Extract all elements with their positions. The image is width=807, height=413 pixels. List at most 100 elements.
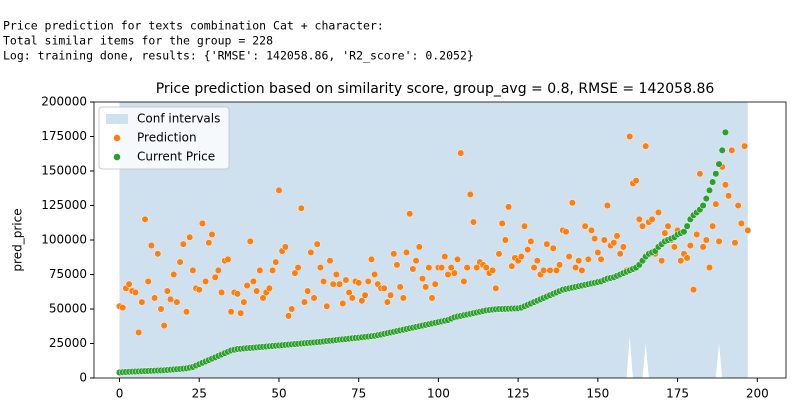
point — [265, 284, 273, 292]
legend-swatch — [106, 114, 128, 124]
point — [371, 270, 379, 279]
point — [725, 192, 733, 200]
point — [696, 170, 704, 178]
point — [399, 294, 407, 302]
point — [390, 250, 398, 258]
point — [412, 257, 420, 265]
point — [520, 222, 529, 230]
point — [202, 277, 210, 285]
point — [396, 283, 404, 291]
point — [246, 237, 254, 245]
point — [699, 201, 707, 210]
point — [211, 273, 219, 281]
point — [189, 266, 197, 274]
point — [683, 222, 691, 230]
point — [361, 291, 369, 299]
point — [182, 308, 191, 316]
point — [380, 284, 388, 292]
output-line: Price prediction for texts combination C… — [3, 19, 384, 33]
point — [489, 266, 497, 274]
point — [154, 250, 162, 258]
y-tick-label: 175000 — [41, 129, 87, 143]
point — [387, 291, 395, 299]
point — [632, 177, 640, 185]
point — [163, 287, 171, 295]
point — [635, 215, 643, 223]
point — [740, 142, 749, 150]
point — [712, 170, 720, 178]
point — [281, 243, 289, 251]
point — [450, 269, 458, 277]
point — [575, 257, 583, 265]
point — [533, 257, 541, 265]
point — [147, 241, 155, 250]
point — [367, 255, 375, 263]
point — [294, 264, 302, 272]
point — [597, 255, 605, 263]
x-tick-label: 25 — [192, 387, 207, 401]
y-tick-label: 50000 — [49, 302, 87, 316]
x-tick-label: 100 — [427, 387, 450, 401]
point — [702, 236, 710, 244]
point — [702, 195, 710, 203]
point — [214, 266, 222, 274]
chart-title: Price prediction based on similarity sco… — [156, 81, 715, 97]
point — [291, 269, 299, 277]
y-tick-label: 25000 — [49, 336, 87, 350]
point — [473, 264, 481, 272]
point — [744, 226, 752, 234]
point — [492, 284, 500, 292]
y-tick-label: 0 — [79, 371, 87, 385]
point — [415, 243, 423, 251]
plot-area — [115, 102, 752, 378]
y-tick-label: 200000 — [41, 95, 87, 109]
point — [463, 264, 471, 272]
point — [530, 264, 538, 272]
point — [501, 236, 509, 244]
point — [715, 160, 723, 168]
x-tick-label: 0 — [116, 387, 124, 401]
point — [345, 288, 353, 296]
point — [173, 298, 181, 306]
point — [323, 302, 331, 310]
point — [125, 280, 133, 288]
conf-band — [119, 102, 748, 378]
point — [556, 261, 564, 269]
point — [310, 294, 318, 302]
point — [626, 132, 634, 141]
y-axis-label: pred_price — [11, 208, 25, 271]
point — [686, 241, 694, 250]
point — [565, 253, 573, 261]
point — [654, 208, 662, 216]
point — [313, 240, 321, 248]
point — [638, 222, 647, 230]
point — [138, 298, 146, 306]
point — [610, 239, 618, 247]
point — [358, 297, 366, 305]
point — [447, 264, 455, 272]
x-tick-label: 200 — [746, 387, 769, 401]
point — [584, 255, 592, 263]
point — [508, 262, 516, 270]
point — [256, 266, 264, 274]
point — [578, 266, 586, 274]
point — [441, 253, 449, 261]
y-tick-label: 125000 — [41, 198, 87, 212]
point — [316, 264, 324, 272]
output-line: Total similar items for the group = 228 — [3, 34, 273, 48]
point — [616, 250, 624, 258]
point — [568, 199, 576, 207]
point — [326, 257, 334, 265]
point — [527, 237, 535, 245]
point — [469, 218, 478, 226]
point — [587, 226, 596, 234]
point — [709, 222, 717, 230]
point — [715, 237, 723, 245]
point — [517, 253, 525, 261]
y-tick-label: 75000 — [49, 267, 87, 281]
point — [731, 239, 739, 247]
point — [418, 275, 427, 283]
point — [275, 186, 283, 194]
point — [594, 248, 602, 256]
